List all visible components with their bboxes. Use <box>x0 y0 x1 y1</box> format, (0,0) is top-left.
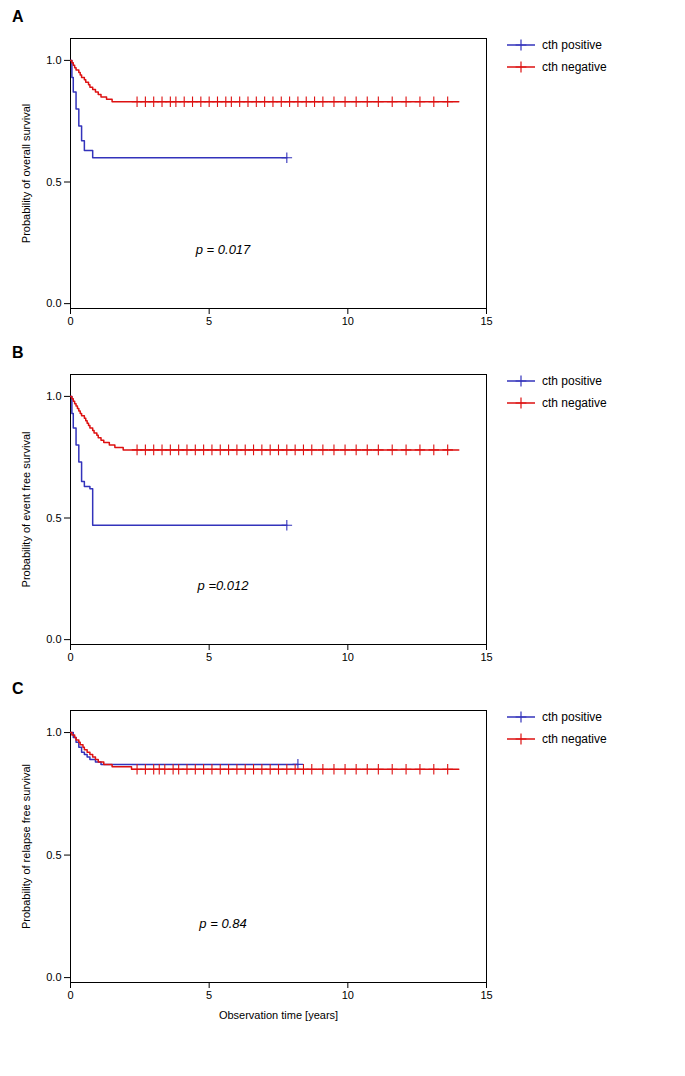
svg-text:0.5: 0.5 <box>46 176 61 188</box>
svg-text:10: 10 <box>342 315 354 327</box>
svg-text:5: 5 <box>206 651 212 663</box>
svg-text:Probability of overall surviva: Probability of overall survival <box>20 104 32 243</box>
svg-text:0.0: 0.0 <box>46 971 61 983</box>
html-text:cth positive: cth positive <box>542 374 602 388</box>
html-text:C: C <box>12 680 24 697</box>
svg-text:5: 5 <box>206 989 212 1001</box>
svg-text:0.0: 0.0 <box>46 633 61 645</box>
svg-text:0.5: 0.5 <box>46 512 61 524</box>
svg-text:10: 10 <box>342 651 354 663</box>
svg-text:p = 0.017: p = 0.017 <box>195 242 251 257</box>
svg-text:15: 15 <box>480 989 492 1001</box>
svg-text:0: 0 <box>67 989 73 1001</box>
svg-text:p = 0.84: p = 0.84 <box>198 916 246 931</box>
svg-text:10: 10 <box>342 989 354 1001</box>
svg-text:Probability of relapse free su: Probability of relapse free survival <box>20 764 32 929</box>
svg-text:15: 15 <box>480 315 492 327</box>
html-text:A: A <box>12 8 24 25</box>
html-text:cth negative: cth negative <box>542 60 607 74</box>
svg-text:0: 0 <box>67 651 73 663</box>
svg-text:0: 0 <box>67 315 73 327</box>
svg-text:1.0: 1.0 <box>46 54 61 66</box>
svg-text:5: 5 <box>206 315 212 327</box>
svg-text:15: 15 <box>480 651 492 663</box>
svg-text:Probability of event free surv: Probability of event free survival <box>20 432 32 588</box>
svg-text:0.0: 0.0 <box>46 297 61 309</box>
html-text:cth negative: cth negative <box>542 732 607 746</box>
html-text:B: B <box>12 344 24 361</box>
html-text:cth positive: cth positive <box>542 38 602 52</box>
html-text:cth positive: cth positive <box>542 710 602 724</box>
svg-text:Observation time [years]: Observation time [years] <box>219 1009 338 1021</box>
svg-text:1.0: 1.0 <box>46 390 61 402</box>
svg-text:p =0.012: p =0.012 <box>197 578 250 593</box>
svg-text:0.5: 0.5 <box>46 849 61 861</box>
html-text:cth negative: cth negative <box>542 396 607 410</box>
svg-text:1.0: 1.0 <box>46 726 61 738</box>
